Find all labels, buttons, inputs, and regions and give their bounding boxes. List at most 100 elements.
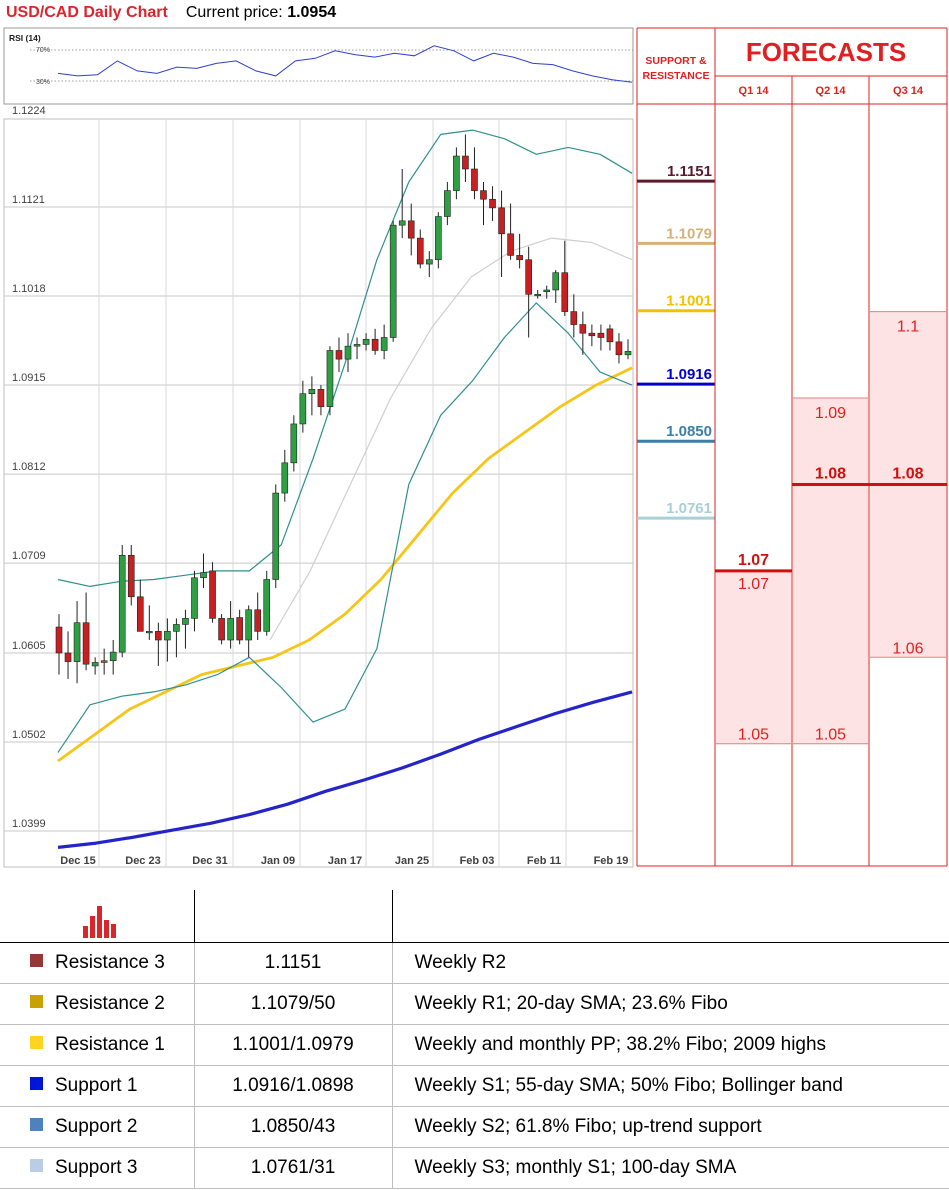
y-tick-label: 1.1121 — [12, 194, 45, 206]
candle-body — [182, 618, 189, 625]
sma-100-line — [57, 690, 633, 849]
level-name: Resistance 3 — [55, 952, 165, 973]
candle-body — [552, 272, 560, 291]
rsi-panel: RSI (14) 70% 30% — [3, 27, 634, 105]
level-color-swatch — [30, 1036, 43, 1050]
candle-body — [118, 555, 126, 653]
candle-body — [272, 492, 280, 580]
forecast-low-label: 1.05 — [815, 727, 846, 744]
rsi-frame — [3, 27, 634, 105]
candle-body — [281, 462, 289, 494]
y-tick-label: 1.0605 — [12, 640, 46, 652]
level-value: 1.0850/43 — [193, 1106, 392, 1148]
bollinger-lower-line — [57, 302, 633, 753]
level-name: Support 1 — [55, 1075, 138, 1096]
level-value: 1.0761/31 — [193, 1147, 392, 1189]
candle-body — [290, 423, 298, 464]
level-name: Resistance 1 — [55, 1034, 165, 1055]
candle-body — [236, 617, 243, 641]
candle-body — [353, 344, 361, 347]
sr-level-label: 1.0916 — [666, 366, 712, 383]
candle-body — [398, 220, 406, 226]
x-tick-label: Dec 31 — [192, 855, 227, 867]
candle-body — [173, 624, 180, 632]
candle-body — [109, 651, 117, 662]
candle-body — [588, 332, 596, 337]
sr-level-label: 1.1079 — [666, 225, 712, 242]
forecast-high-label: 1.07 — [738, 576, 769, 593]
forecast-low-label: 1.06 — [892, 640, 923, 657]
level-value: 1.1001/1.0979 — [193, 1024, 392, 1066]
y-tick-label: 1.0812 — [12, 461, 46, 473]
candle-body — [444, 190, 451, 217]
level-note: Weekly R1; 20-day SMA; 23.6% Fibo — [391, 983, 949, 1025]
table-header-row — [0, 890, 949, 943]
y-tick-label: 1.1018 — [12, 283, 46, 295]
candle-body — [507, 233, 514, 256]
candle-body — [543, 289, 551, 293]
level-color-swatch — [30, 1118, 43, 1132]
levels-table: Resistance 3 1.1151 Weekly R2 Resistance 2 1… — [0, 890, 949, 1189]
sr-level-label: 1.1001 — [666, 293, 712, 310]
candle-body — [218, 618, 225, 641]
price-label: Current price: — [185, 4, 283, 21]
candle-body — [561, 272, 569, 312]
candle-body — [209, 570, 216, 619]
candle-body — [344, 345, 352, 360]
forecast-median-label: 1.08 — [815, 465, 846, 482]
level-name-cell: Support 1 — [0, 1065, 194, 1107]
chart-header: USD/CAD Daily Chart Current price: 1.0954 — [6, 2, 336, 24]
level-color-swatch — [30, 1159, 43, 1173]
candle-body — [597, 332, 605, 338]
candle-body — [407, 220, 415, 239]
table-header-note-cell — [391, 890, 949, 943]
level-note: Weekly S1; 55-day SMA; 50% Fibo; Bolling… — [391, 1065, 949, 1107]
candle-body — [380, 337, 388, 351]
candle-body — [624, 351, 632, 356]
x-tick-label: Dec 15 — [60, 855, 95, 867]
level-name-cell: Resistance 2 — [0, 983, 194, 1025]
level-name-cell: Support 3 — [0, 1147, 194, 1189]
level-name: Support 2 — [55, 1116, 138, 1137]
candle-body — [426, 259, 433, 265]
level-note: Weekly S2; 61.8% Fibo; up-trend support — [391, 1106, 949, 1148]
candle-body — [516, 255, 523, 261]
candle-body — [335, 350, 343, 360]
candle-body — [371, 338, 379, 351]
candle-body — [155, 631, 162, 641]
candle-body — [317, 389, 325, 407]
candle-body — [389, 224, 397, 338]
candle-body — [200, 572, 207, 579]
price-chart: 1.12241.11211.10181.09151.08121.07091.06… — [3, 27, 948, 868]
forecast-high-label: 1.09 — [815, 405, 846, 422]
candle-body — [480, 190, 487, 200]
table-row: Support 2 1.0850/43 Weekly S2; 61.8% Fibo;… — [0, 1106, 949, 1148]
forecast-range-box — [716, 570, 791, 744]
level-value: 1.1079/50 — [193, 983, 392, 1025]
level-note: Weekly R2 — [391, 942, 949, 984]
table-row: Resistance 2 1.1079/50 Weekly R1; 20-day S… — [0, 983, 949, 1025]
level-color-swatch — [30, 995, 43, 1009]
candle-body — [136, 596, 144, 632]
candle-body — [453, 155, 460, 191]
candle-body — [164, 631, 171, 641]
candle-body — [254, 609, 261, 632]
candle-body — [498, 207, 505, 235]
candle-body — [462, 155, 469, 170]
x-tick-label: Feb 19 — [594, 855, 629, 867]
table-row: Resistance 1 1.1001/1.0979 Weekly and mont… — [0, 1024, 949, 1066]
x-tick-label: Feb 03 — [460, 855, 495, 867]
candle-body — [579, 324, 587, 334]
bar-chart-icon — [83, 906, 116, 938]
candle-body — [191, 577, 198, 619]
forecast-range-box — [870, 311, 946, 658]
x-tick-label: Dec 23 — [125, 855, 160, 867]
candle-body — [82, 622, 90, 665]
bollinger-upper-line — [57, 129, 633, 588]
forecast-median-label: 1.07 — [738, 552, 769, 569]
table-row: Support 1 1.0916/1.0898 Weekly S1; 55-day … — [0, 1065, 949, 1107]
level-note: Weekly and monthly PP; 38.2% Fibo; 2009 … — [391, 1024, 949, 1066]
candle-body — [100, 660, 108, 663]
candle-body — [308, 389, 316, 394]
y-tick-label: 1.0502 — [12, 729, 46, 741]
